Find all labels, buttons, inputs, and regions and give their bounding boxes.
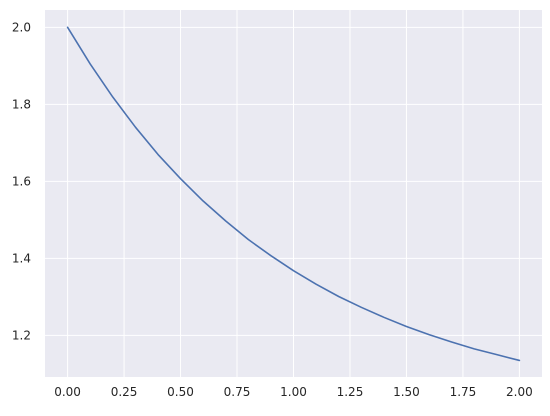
series-layer bbox=[66, 26, 521, 362]
x-tick-label: 1.25 bbox=[337, 385, 364, 399]
x-tick-label: 1.00 bbox=[280, 385, 307, 399]
x-tick-label: 1.75 bbox=[450, 385, 477, 399]
y-axis-ticks: 1.2 1.4 1.6 1.8 2.0 bbox=[12, 20, 31, 342]
x-axis-ticks: 0.00 0.25 0.50 0.75 1.00 1.25 1.50 1.75 2.00 bbox=[54, 385, 533, 399]
y-tick-label: 1.2 bbox=[12, 328, 31, 342]
x-tick-label: 0.50 bbox=[167, 385, 194, 399]
y-tick-label: 1.4 bbox=[12, 251, 31, 265]
y-tick-label: 2.0 bbox=[12, 20, 31, 34]
x-tick-label: 1.50 bbox=[393, 385, 420, 399]
series-line bbox=[66, 26, 521, 362]
x-tick-label: 0.75 bbox=[224, 385, 251, 399]
y-tick-label: 1.8 bbox=[12, 97, 31, 111]
x-tick-label: 0.00 bbox=[54, 385, 81, 399]
x-tick-label: 0.25 bbox=[111, 385, 138, 399]
x-tick-label: 2.00 bbox=[506, 385, 533, 399]
y-tick-label: 1.6 bbox=[12, 174, 31, 188]
grid-lines bbox=[45, 10, 542, 377]
